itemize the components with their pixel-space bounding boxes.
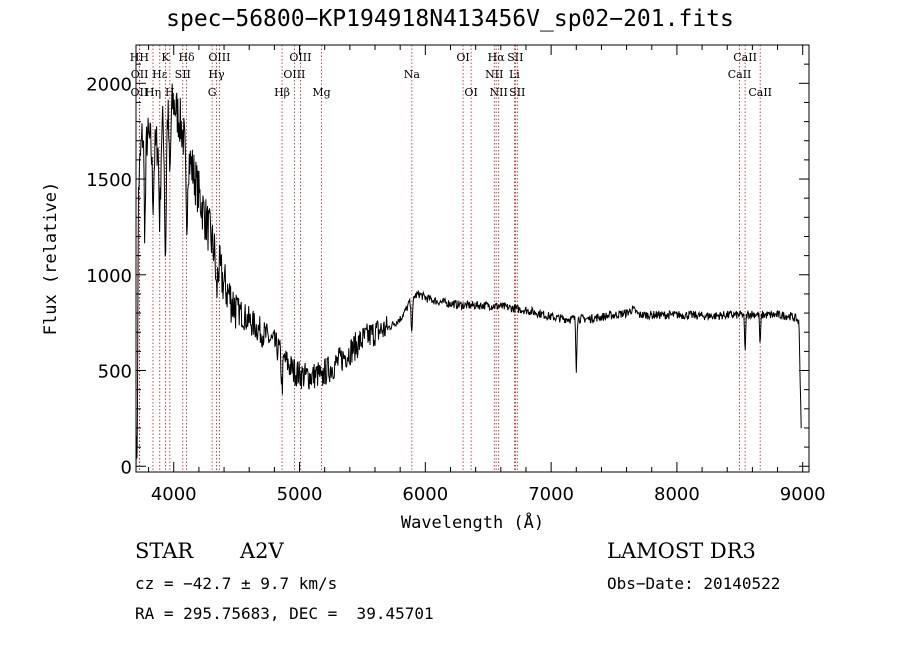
x-tick-label: 9000 (780, 484, 826, 505)
object-class: STAR (135, 539, 194, 563)
line-label: HH (130, 51, 149, 64)
y-tick-label: 500 (98, 362, 132, 383)
x-tick-label: 8000 (654, 484, 700, 505)
line-label: G (208, 86, 217, 99)
x-tick-label: 7000 (528, 484, 574, 505)
y-axis-label: Flux (relative) (41, 182, 61, 336)
line-label: Hβ (274, 86, 290, 99)
line-label: CaII (733, 51, 757, 64)
line-label: H (165, 86, 175, 99)
line-label: Hη (145, 86, 161, 99)
line-label: NII (485, 68, 503, 81)
line-label: Hα (488, 51, 506, 64)
y-tick-label: 1000 (86, 266, 132, 287)
line-label: K (161, 51, 170, 64)
line-label: OIII (289, 51, 311, 64)
x-tick-label: 5000 (277, 484, 323, 505)
line-label: OIII (283, 68, 305, 81)
line-label: Mg (312, 86, 330, 99)
line-label: OII (131, 86, 149, 99)
line-label: CaII (728, 68, 752, 81)
line-label: SII (507, 51, 523, 64)
line-label: Hγ (208, 68, 225, 81)
line-label: OI (464, 86, 477, 99)
plot-frame (135, 44, 810, 473)
line-markers (138, 45, 761, 472)
line-label: CaII (748, 86, 772, 99)
object-subclass: A2V (240, 539, 284, 563)
line-label: SII (175, 68, 191, 81)
line-label: SII (509, 86, 525, 99)
axis-ticks: 4000 5000 6000 7000 8000 9000 0 500 1000 1500 2000 (86, 44, 826, 505)
y-tick-label: 2000 (86, 74, 132, 95)
survey-name: LAMOST DR3 (607, 539, 756, 563)
radec-text: RA = 295.75683, DEC = 39.45701 (135, 604, 434, 623)
y-tick-label: 0 (121, 457, 132, 478)
x-tick-label: 6000 (402, 484, 448, 505)
spectrum-series (135, 83, 802, 471)
redshift-text: cz = −42.7 ± 9.7 km/s (135, 574, 338, 593)
line-label: NII (490, 86, 508, 99)
obs-date-text: Obs−Date: 20140522 (607, 574, 781, 593)
chart-title: spec−56800−KP194918N413456V_sp02−201.fit… (166, 6, 734, 32)
y-tick-label: 1500 (86, 170, 132, 191)
line-label: Na (404, 68, 421, 81)
x-tick-label: 4000 (151, 484, 197, 505)
line-label: Hδ (178, 51, 195, 64)
x-axis-label: Wavelength (Å) (401, 511, 544, 533)
line-label: OIII (208, 51, 230, 64)
line-label: Li (509, 68, 520, 81)
line-label: OII (131, 68, 149, 81)
line-label: Hε (152, 68, 168, 81)
line-label: OI (456, 51, 469, 64)
